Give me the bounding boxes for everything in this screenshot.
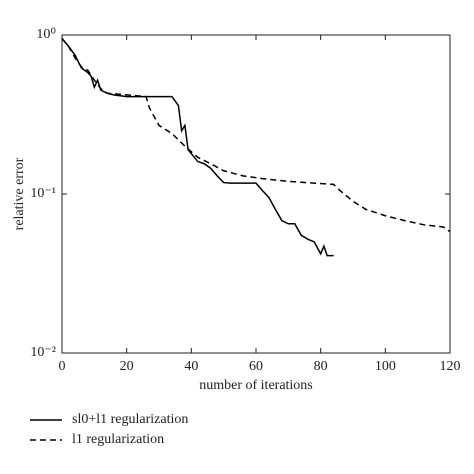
x-tick-label: 40 [184,359,198,374]
x-tick-label: 0 [59,359,66,374]
legend-label: l1 regularization [72,432,164,447]
series-line [61,38,334,257]
x-tick-label: 20 [120,359,134,374]
legend-label: sl0+l1 regularization [72,412,188,427]
x-tick-label: 60 [249,359,263,374]
x-axis-label: number of iterations [199,378,313,393]
x-tick-label: 80 [314,359,328,374]
x-tick-label: 100 [375,359,396,374]
y-axis-label: relative error [12,157,27,230]
y-tick-label: 10⁻² [30,345,56,360]
series-line [61,38,451,233]
x-tick-label: 120 [440,359,461,374]
y-tick-label: 10⁰ [36,27,56,42]
y-tick-label: 10⁻¹ [30,186,56,201]
plot-frame [61,34,451,354]
